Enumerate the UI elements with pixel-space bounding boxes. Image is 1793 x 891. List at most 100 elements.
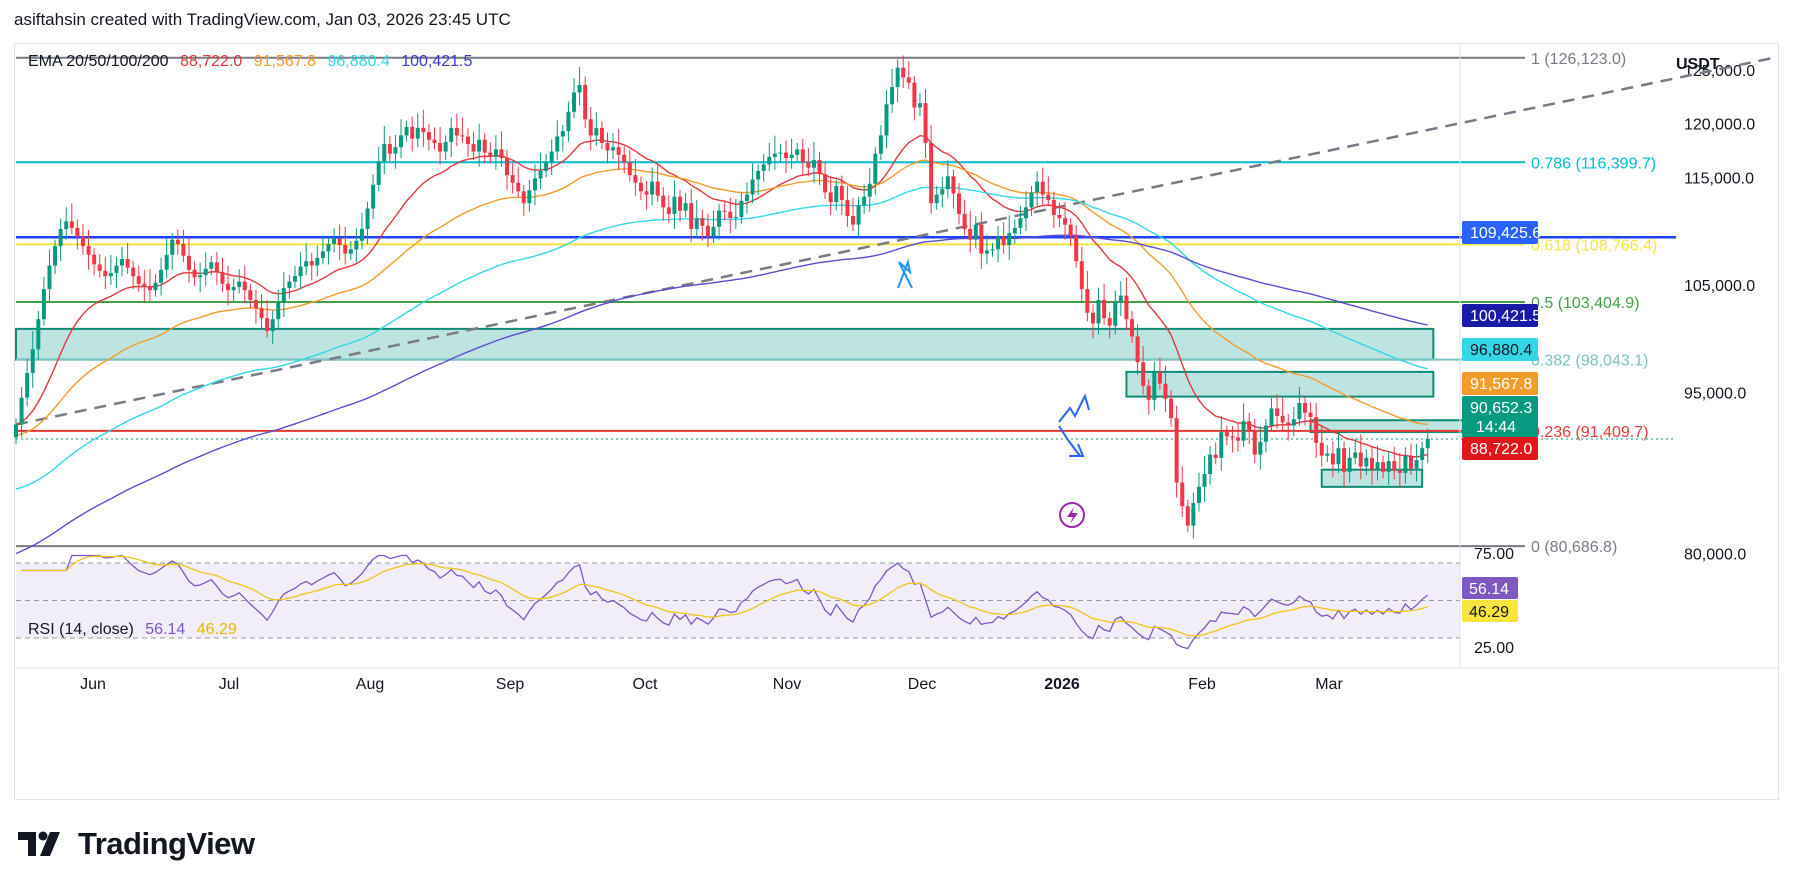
rsi-ma-badge [1462,600,1518,622]
price-badge [1462,437,1538,460]
ema50-value: 91,567.8 [253,53,317,70]
time-tick-label: Aug [356,676,384,693]
candle-body [69,221,74,228]
candle-body [756,170,761,180]
candle-body [884,104,889,136]
candle-body [839,185,844,200]
candle-body [968,228,973,240]
time-tick-label: Oct [633,676,658,693]
candle-body [320,251,325,258]
candle-body [86,246,91,255]
candle-body [175,239,180,244]
candle-body [19,397,24,425]
candle-body [1018,218,1023,228]
candle-body [1185,506,1190,526]
candle-body [717,210,722,227]
fib-level-label: 0.618 (108,766.4) [1531,237,1657,254]
price-badge [1462,372,1538,395]
candle-body [477,139,482,152]
candle-body [683,203,688,211]
candle-body [203,268,208,276]
candle-body [1035,181,1040,193]
rsi-ma-value: 46.29 [196,621,237,638]
candle-body [198,275,203,278]
candle-body [1113,300,1118,326]
candle-body [359,228,364,241]
candle-body [1124,295,1129,320]
candle-body [387,144,392,154]
candle-body [315,257,320,266]
candle-body [990,249,995,251]
rsi-badge [1462,577,1518,599]
price-badge [1462,396,1538,438]
candle-body [828,192,833,203]
ema100-line [15,186,1428,490]
price-badge [1462,338,1538,361]
candle-body [627,162,632,176]
candle-body [856,205,861,225]
candle-body [594,127,599,136]
candle-body [945,176,950,190]
candle-body [655,181,660,196]
candle-body [689,203,694,229]
price-badge-label: 109,425.6 [1470,225,1541,242]
candle-body [1141,362,1146,386]
candle-body [1169,398,1174,419]
candle-body [1135,336,1140,363]
candle-body [544,162,549,171]
alert-icon [1059,502,1085,528]
fib-level-label: 0.236 (91,409.7) [1531,424,1648,441]
candle-body [940,189,945,195]
candle-body [1342,448,1347,472]
tradingview-logo[interactable]: TradingView [18,826,255,862]
candle-body [510,175,515,183]
candle-body [92,254,97,265]
currency-label[interactable]: USDT [1676,56,1720,73]
candle-body [784,152,789,158]
candle-body [153,282,158,291]
tradingview-logo-icon [18,831,60,856]
ema200-value: 100,421.5 [401,53,473,70]
candle-body [114,265,119,273]
candle-body [761,164,766,171]
candle-body [259,308,264,319]
candle-body [873,153,878,184]
candle-body [108,272,113,277]
price-badge-label: 91,567.8 [1470,376,1532,393]
candle-body [1414,460,1419,469]
candle-body [951,176,956,194]
candle-body [1102,299,1107,319]
candle-body [661,195,666,208]
candle-body [1409,455,1413,469]
candle-body [789,154,794,158]
chart-frame [14,43,1779,800]
candle-body [1397,470,1402,473]
candle-body [1347,457,1352,472]
candle-body [192,269,197,278]
candle-body [1319,442,1324,456]
candle-body [214,262,219,272]
candle-body [1364,457,1369,467]
time-tick-label: Feb [1188,676,1216,693]
candle-body [237,281,242,287]
candle-body [767,156,772,165]
candle-body [220,271,225,284]
candle-body [426,132,431,140]
candle-body [962,213,967,229]
candle-body [1302,403,1307,413]
candle-body [1107,318,1112,326]
candle-body [1079,261,1084,290]
candle-body [1224,432,1229,437]
candle-body [934,194,939,204]
candle-body [1353,452,1358,458]
candle-body [488,152,493,157]
candle-body [1258,441,1263,455]
candle-body [53,246,58,266]
candle-body [1236,437,1241,441]
candle-body [382,144,387,162]
fib-level-label: 0 (80,686.8) [1531,539,1617,556]
price-badge-countdown: 14:44 [1476,419,1516,436]
rsi-value: 56.14 [145,621,186,638]
candle-body [895,67,900,88]
